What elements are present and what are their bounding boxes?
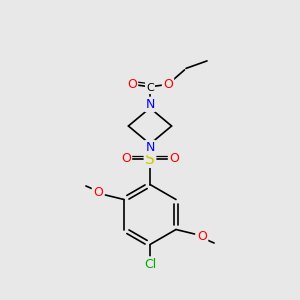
Text: O: O (163, 78, 173, 92)
Text: Cl: Cl (144, 257, 156, 271)
Text: N: N (145, 141, 155, 154)
Text: O: O (197, 230, 207, 244)
Text: O: O (169, 152, 179, 166)
Text: N: N (145, 98, 155, 111)
Text: C: C (146, 83, 154, 93)
Text: O: O (93, 185, 103, 199)
Text: O: O (127, 78, 137, 92)
Text: S: S (145, 152, 155, 166)
Text: O: O (121, 152, 131, 166)
